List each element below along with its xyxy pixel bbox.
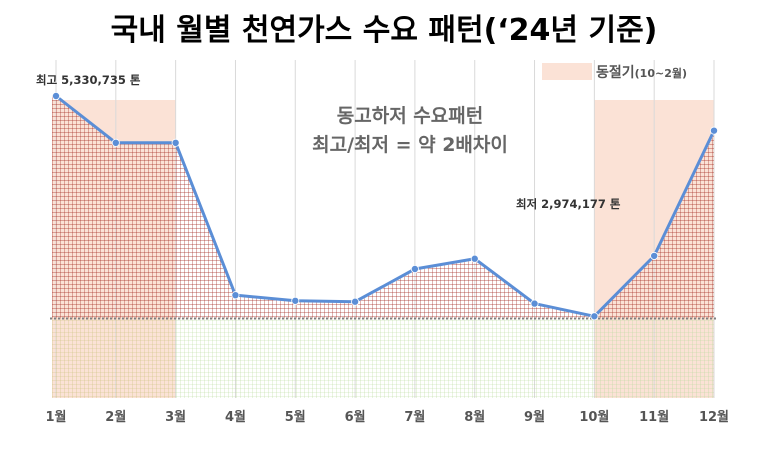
x-tick-label: 3월 [165, 409, 186, 425]
x-tick-label: 2월 [105, 409, 126, 425]
series-line [55, 94, 716, 318]
data-point [291, 296, 300, 305]
legend-swatch [542, 63, 592, 80]
x-tick-label: 6월 [345, 409, 366, 425]
x-tick-label: 5월 [285, 409, 306, 425]
data-point [410, 265, 419, 274]
above-area [52, 96, 714, 319]
pattern-note-line1: 동고하저 수요패턴 [337, 105, 483, 127]
data-point [111, 138, 120, 147]
pattern-note-line2: 최고/최저 = 약 2배차이 [312, 134, 508, 156]
data-point [231, 291, 240, 300]
legend: 동절기(10~2월) [542, 63, 687, 81]
max-annotation: 최고 5,330,735 톤 [36, 73, 141, 87]
x-tick-label: 1월 [45, 409, 66, 425]
below-area-rest [175, 318, 715, 398]
x-tick-label: 11월 [639, 409, 669, 425]
data-point [710, 126, 719, 135]
data-point [590, 312, 599, 321]
legend-label-sub: (10~2월) [635, 66, 687, 80]
data-point [351, 297, 360, 306]
x-axis-tick-labels: 1월 2월 3월 4월 5월 6월 7월 8월 9월 10월 11월 12월 [45, 409, 729, 425]
below-area-winter [52, 318, 176, 398]
x-tick-label: 12월 [699, 409, 729, 425]
demand-line [55, 94, 716, 318]
x-tick-label: 8월 [464, 409, 485, 425]
below-baseline-area [52, 318, 715, 398]
min-annotation: 최저 2,974,177 톤 [516, 197, 621, 211]
data-point [470, 254, 479, 263]
x-tick-label: 7월 [404, 409, 425, 425]
x-tick-label: 4월 [225, 409, 246, 425]
legend-label-main: 동절기 [596, 65, 635, 81]
x-tick-label: 9월 [524, 409, 545, 425]
chart-title: 국내 월별 천연가스 수요 패턴(‘24년 기준) [111, 13, 658, 48]
above-baseline-area [52, 96, 714, 319]
data-point [650, 251, 659, 260]
series-points [52, 92, 719, 321]
legend-label: 동절기(10~2월) [596, 65, 687, 81]
data-point [530, 299, 539, 308]
data-point [171, 138, 180, 147]
data-point [52, 92, 61, 101]
x-tick-label: 10월 [579, 409, 609, 425]
